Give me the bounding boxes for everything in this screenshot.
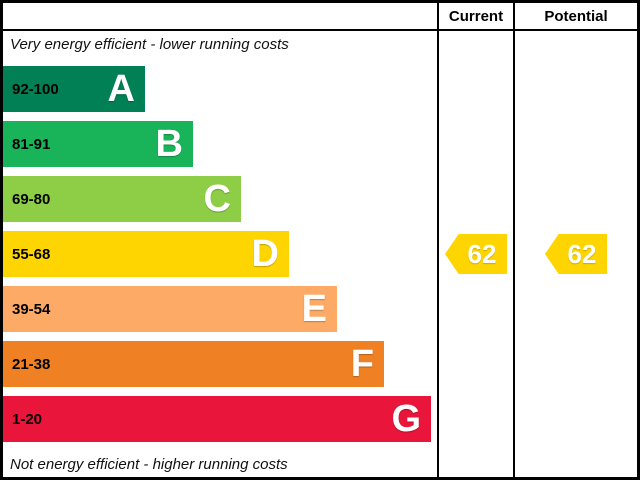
band-bar-f: 21-38 F: [3, 341, 384, 387]
current-rating-value: 62: [467, 238, 497, 269]
band-row-f: 21-38 F: [3, 341, 437, 387]
current-rating-arrow: 62: [445, 234, 507, 274]
band-letter-g: G: [391, 398, 421, 440]
band-range-b: 81-91: [12, 135, 51, 153]
band-letter-a: A: [107, 68, 135, 110]
band-letter-b: B: [155, 123, 183, 165]
band-row-a: 92-100 A: [3, 66, 437, 112]
rating-scale: Very energy efficient - lower running co…: [3, 31, 439, 477]
band-bar-c: 69-80 C: [3, 176, 241, 222]
band-row-d: 55-68 D: [3, 231, 437, 277]
band-bar-e: 39-54 E: [3, 286, 337, 332]
bands: 92-100 A 81-91 B 69-80 C 55-68 D: [3, 57, 437, 451]
band-bar-a: 92-100 A: [3, 66, 145, 112]
band-bar-g: 1-20 G: [3, 396, 431, 442]
band-range-a: 92-100: [12, 80, 59, 98]
potential-rating-arrow: 62: [545, 234, 607, 274]
top-caption: Very energy efficient - lower running co…: [10, 35, 289, 53]
band-bar-b: 81-91 B: [3, 121, 193, 167]
band-range-f: 21-38: [12, 355, 51, 373]
header-spacer: [3, 3, 439, 31]
band-letter-c: C: [203, 178, 231, 220]
bottom-caption: Not energy efficient - higher running co…: [10, 455, 288, 473]
band-bar-d: 55-68 D: [3, 231, 289, 277]
band-letter-f: F: [350, 343, 374, 385]
band-range-e: 39-54: [12, 300, 51, 318]
band-row-e: 39-54 E: [3, 286, 437, 332]
band-range-c: 69-80: [12, 190, 51, 208]
potential-rating-column: 62: [515, 31, 637, 477]
band-letter-d: D: [251, 233, 279, 275]
band-range-g: 1-20: [12, 410, 43, 428]
potential-rating-value: 62: [567, 238, 597, 269]
band-letter-e: E: [301, 288, 327, 330]
band-row-b: 81-91 B: [3, 121, 437, 167]
current-rating-column: 62: [439, 31, 515, 477]
header-current: Current: [439, 3, 515, 31]
band-row-g: 1-20 G: [3, 396, 437, 442]
band-row-c: 69-80 C: [3, 176, 437, 222]
header-potential: Potential: [515, 3, 637, 31]
band-range-d: 55-68: [12, 245, 51, 263]
